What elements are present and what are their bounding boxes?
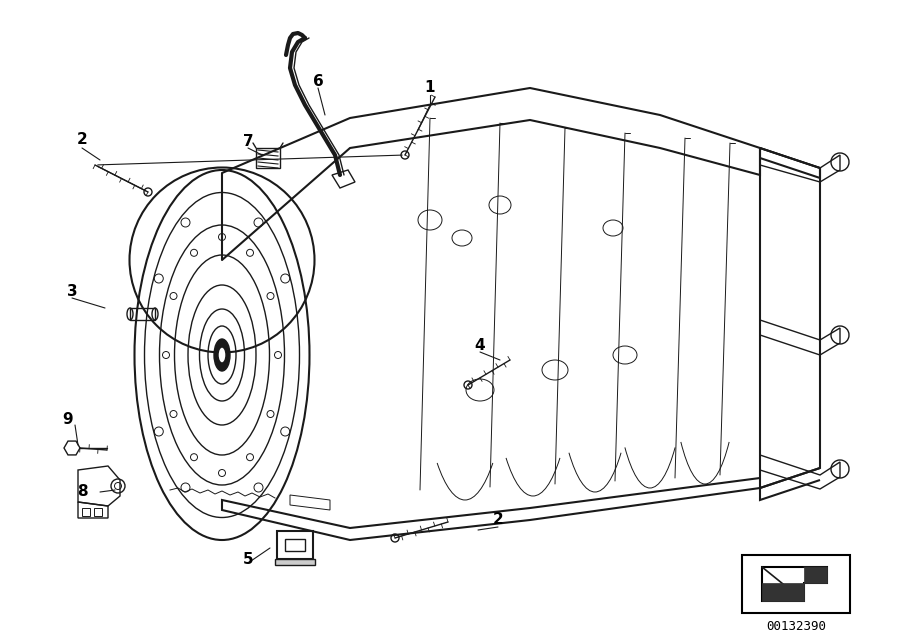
Text: 3: 3 [67,284,77,300]
Bar [742,555,850,613]
Polygon shape [275,559,315,565]
Text: 00132390: 00132390 [766,621,826,633]
Text: 2: 2 [492,513,503,527]
Text: 2: 2 [76,132,87,148]
Ellipse shape [218,347,226,363]
Polygon shape [804,567,827,583]
Text: 4: 4 [474,338,485,352]
Bar [82,508,90,516]
Text: 8: 8 [76,485,87,499]
Ellipse shape [214,339,230,371]
Text: 1: 1 [425,81,436,95]
Text: 7: 7 [243,134,253,149]
Text: 9: 9 [63,413,73,427]
Text: 6: 6 [312,74,323,90]
Text: 5: 5 [243,553,253,567]
Bar [94,508,102,516]
Polygon shape [762,583,804,601]
